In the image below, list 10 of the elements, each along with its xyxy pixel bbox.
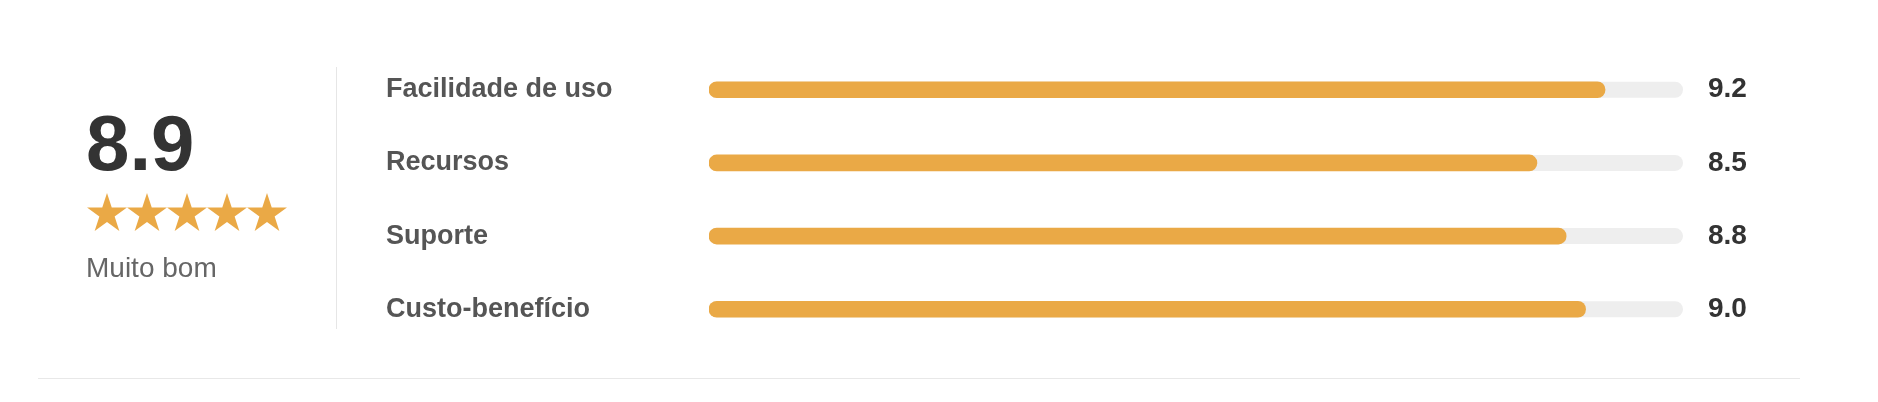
data-label: 8.8 bbox=[1708, 218, 1747, 250]
text: 8.9 bbox=[86, 99, 195, 187]
y-tick-label: Facilidade de uso bbox=[386, 73, 613, 104]
text: Muito bom bbox=[86, 252, 217, 283]
data-label: 9.0 bbox=[1708, 291, 1747, 323]
y-tick-label: Recursos bbox=[386, 146, 510, 177]
data-label: 9.2 bbox=[1708, 72, 1747, 104]
y-tick-label: Suporte bbox=[386, 219, 489, 250]
y-tick-label: Custo-benefício bbox=[386, 292, 591, 323]
data-label: 8.5 bbox=[1708, 145, 1747, 177]
